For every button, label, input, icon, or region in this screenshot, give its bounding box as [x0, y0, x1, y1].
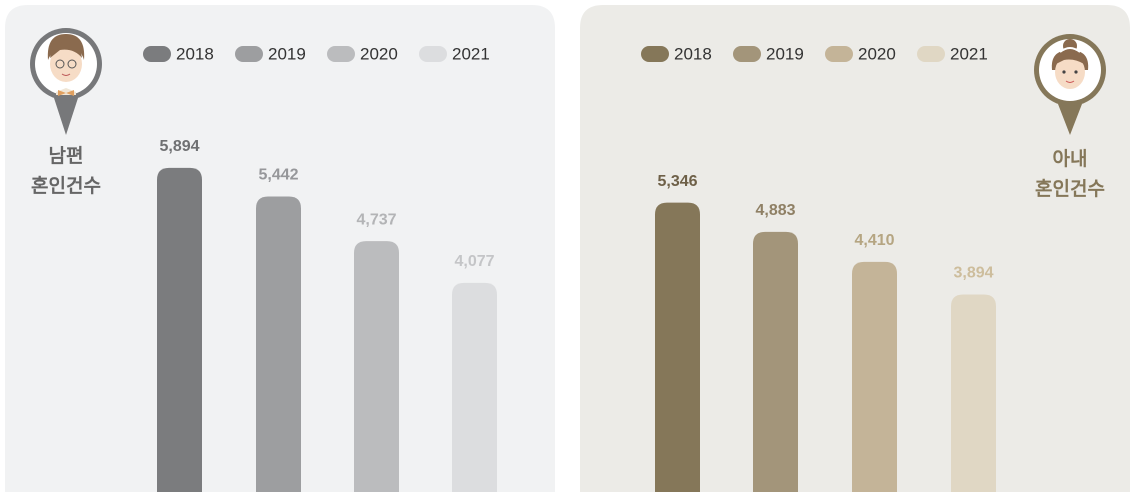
value-label: 4,077: [454, 253, 494, 270]
value-label: 3,894: [953, 265, 993, 282]
bar: [852, 261, 897, 492]
legend-label: 2021: [950, 44, 988, 63]
legend-swatch: [143, 46, 171, 62]
legend-swatch: [327, 46, 355, 62]
value-label: 5,894: [159, 138, 199, 155]
bar: [256, 196, 301, 492]
legend-label: 2018: [674, 44, 712, 63]
chart-title: 혼인건수: [1035, 177, 1105, 200]
legend-label: 2018: [176, 44, 214, 63]
legend-label: 2019: [268, 44, 306, 63]
bar: [452, 282, 497, 492]
bar: [655, 202, 700, 492]
bar: [354, 241, 399, 492]
avatar: [30, 28, 102, 135]
legend-label: 2020: [360, 44, 398, 63]
legend-label: 2021: [452, 44, 490, 63]
legend-swatch: [917, 46, 945, 62]
value-label: 5,442: [258, 167, 298, 184]
chart-title: 혼인건수: [31, 174, 101, 197]
bar: [753, 231, 798, 492]
chart-title: 남편: [49, 145, 84, 167]
legend-label: 2020: [858, 44, 896, 63]
legend-swatch: [825, 46, 853, 62]
bar: [951, 294, 996, 492]
legend-swatch: [733, 46, 761, 62]
avatar: [1034, 34, 1106, 135]
legend-swatch: [419, 46, 447, 62]
bar: [157, 167, 202, 492]
value-label: 4,737: [356, 211, 396, 228]
value-label: 4,883: [755, 202, 795, 219]
value-label: 5,346: [657, 173, 697, 190]
chart-title: 아내: [1053, 148, 1088, 170]
legend-label: 2019: [766, 44, 804, 63]
legend-swatch: [235, 46, 263, 62]
legend-swatch: [641, 46, 669, 62]
value-label: 4,410: [854, 232, 894, 249]
